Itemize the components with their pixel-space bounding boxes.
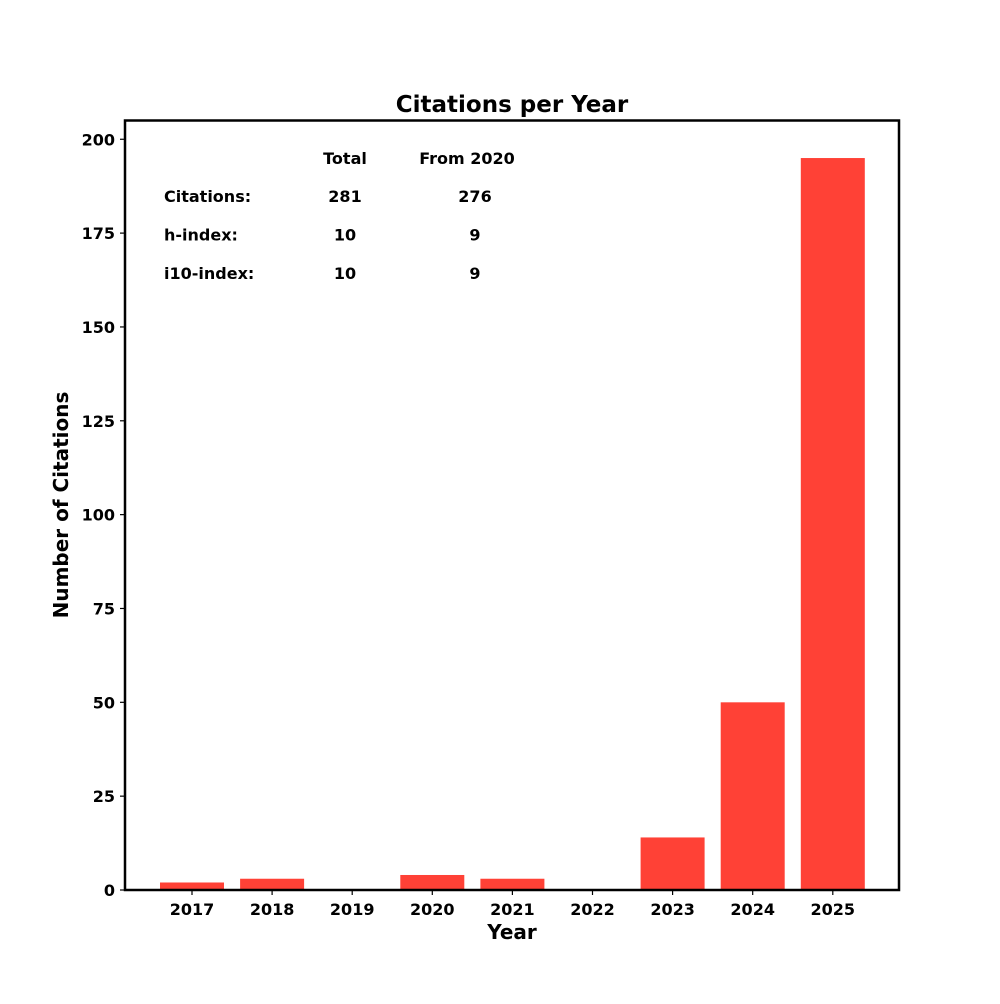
x-tick-label: 2024 [730,900,775,919]
stats-from-2020: 9 [469,226,480,245]
stats-from-2020: 276 [458,187,491,206]
x-tick-label: 2019 [330,900,375,919]
bar-2025 [800,158,865,890]
x-tick-label: 2018 [250,900,295,919]
y-tick-label: 0 [104,881,115,900]
bar-2017 [160,882,224,890]
bar-2024 [720,702,785,890]
y-axis-label: Number of Citations [49,392,73,619]
x-axis-label: Year [486,920,537,944]
stats-total: 281 [328,187,361,206]
y-tick-label: 100 [82,506,115,525]
stats-row-label: h-index: [164,226,238,245]
stats-total: 10 [334,226,356,245]
x-tick-label: 2022 [570,900,615,919]
stats-header: Total [323,149,367,168]
stats-header: From 2020 [419,149,515,168]
y-tick-label: 75 [93,599,115,618]
plot-frame [123,119,901,892]
bar-2021 [480,878,545,890]
y-tick-label: 200 [82,130,115,149]
y-tick-label: 25 [93,787,115,806]
stats-row-label: Citations: [164,187,251,206]
y-tick-label: 175 [82,224,115,243]
y-tick-label: 150 [82,318,115,337]
chart-title: Citations per Year [396,92,629,118]
y-tick-label: 50 [93,693,115,712]
stats-total: 10 [334,264,356,283]
stats-from-2020: 9 [469,264,480,283]
x-tick-label: 2021 [490,900,535,919]
x-tick-label: 2017 [170,900,215,919]
x-tick-label: 2020 [410,900,455,919]
stats-row-label: i10-index: [164,264,254,283]
bar-2020 [400,874,465,890]
x-tick-label: 2023 [650,900,695,919]
bar-2023 [640,837,705,890]
y-tick-label: 125 [82,412,115,431]
bar-2018 [240,878,305,890]
x-tick-label: 2025 [811,900,856,919]
